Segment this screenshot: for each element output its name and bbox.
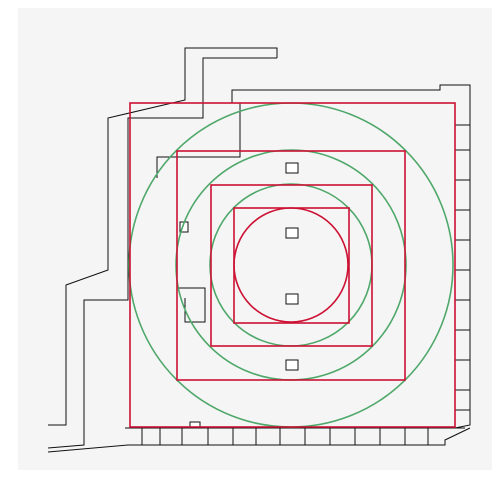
columns — [179, 162, 299, 429]
canvas — [18, 8, 492, 470]
walls — [47, 47, 471, 453]
zones — [128, 102, 456, 428]
wall — [156, 103, 241, 178]
wall-ticks — [455, 124, 470, 411]
wall — [47, 427, 471, 453]
zone-square — [176, 150, 406, 381]
zone-square — [210, 184, 373, 347]
wall — [231, 84, 471, 429]
wall — [47, 57, 277, 449]
column — [285, 359, 299, 371]
column — [285, 293, 299, 305]
zone-square — [129, 102, 456, 428]
wall — [48, 47, 278, 426]
wall — [178, 287, 206, 323]
zone-circle — [233, 207, 349, 323]
wall-ticks — [141, 428, 429, 445]
column — [285, 227, 299, 239]
column — [189, 421, 201, 429]
column — [285, 162, 299, 174]
